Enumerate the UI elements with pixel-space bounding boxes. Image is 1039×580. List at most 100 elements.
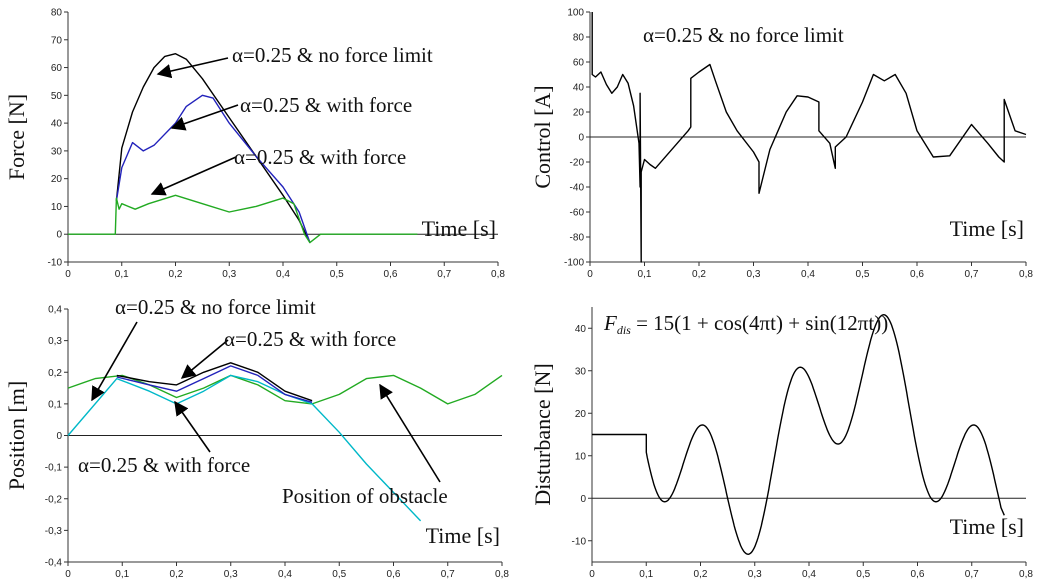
x-tick-label: 0,3 [222, 269, 236, 280]
x-tick-label: 0,3 [224, 569, 238, 580]
y-tick-label: 40 [51, 119, 63, 130]
formula-rhs: = 15(1 + cos(4πt) + sin(12πt)) [631, 311, 888, 335]
y-tick-label: 70 [51, 35, 63, 46]
annotation-arrow [174, 400, 211, 453]
y-tick-label: 0,3 [48, 336, 62, 347]
annotation-arrow [379, 383, 441, 483]
annotation-text: α=0.25 & no force limit [643, 23, 844, 47]
x-tick-label: 0,5 [856, 569, 870, 580]
y-tick-label: 20 [51, 174, 63, 185]
annotation-text: Position of obstacle [282, 484, 448, 508]
x-tick-label: 0,7 [437, 269, 451, 280]
x-tick-label: 0,5 [332, 569, 346, 580]
force-chart: 0 0,1 0,2 0,3 0,4 0,5 0,6 0,7 0,8-10010203040506… [4, 8, 505, 281]
formula-text: Fdis = 15(1 + cos(4πt) + sin(12πt)) [603, 311, 888, 337]
x-tick-label: 0,2 [694, 569, 708, 580]
y-tick-label: 40 [575, 324, 587, 335]
disturbance-chart: 0 0,1 0,2 0,3 0,4 0,5 0,6 0,7 0,8 -10 0 10 20 30 40 Dis… [530, 307, 1033, 580]
x-tick-label: 0,6 [910, 269, 924, 280]
y-tick-label: 20 [575, 409, 587, 420]
y-tick-label: 0 [56, 431, 62, 442]
x-tick-label: 0,4 [276, 269, 290, 280]
x-axis-label: Time [s] [426, 523, 500, 548]
series-line [115, 53, 311, 243]
x-tick-label: 0,5 [330, 269, 344, 280]
x-tick-label: 0,6 [387, 569, 401, 580]
y-tick-label: 60 [51, 63, 63, 74]
y-tick-label: -10 [572, 536, 587, 547]
annotation-text: α=0.25 & with force [240, 93, 412, 117]
y-tick-label: 80 [573, 33, 585, 44]
control-chart: 0 0,1 0,2 0,3 0,4 0,5 0,6 0,7 0,8 -100 -80 -60 -40 -2… [530, 8, 1033, 281]
annotation-arrow [91, 321, 138, 402]
y-axis-label: Position [m] [4, 381, 29, 490]
y-tick-label: 30 [575, 366, 587, 377]
x-tick-label: 0,2 [170, 569, 184, 580]
x-tick-label: 0,1 [115, 569, 129, 580]
y-tick-label: 0 [56, 230, 62, 241]
y-tick-label: 0,4 [48, 305, 62, 316]
annotation-text: α=0.25 & no force limit [232, 43, 433, 67]
x-tick-label: 0 [65, 269, 71, 280]
formula-lhs: F [603, 311, 617, 335]
x-axis-label: Time [s] [950, 514, 1024, 539]
x-tick-label: 0,8 [495, 569, 509, 580]
y-tick-label: 10 [51, 202, 63, 213]
x-tick-label: 0 [587, 269, 593, 280]
x-tick-label: 0 [65, 569, 71, 580]
x-tick-label: 0,3 [748, 569, 762, 580]
x-tick-label: 0,1 [115, 269, 129, 280]
x-tick-label: 0,2 [169, 269, 183, 280]
y-tick-label: 0 [578, 133, 584, 144]
y-tick-label: 0 [580, 494, 586, 505]
x-tick-label: 0,6 [911, 569, 925, 580]
y-tick-label: -60 [570, 208, 585, 219]
annotation-arrow [150, 156, 237, 196]
x-tick-label: 0,1 [638, 269, 652, 280]
x-tick-label: 0,4 [802, 569, 816, 580]
x-tick-label: 0,5 [856, 269, 870, 280]
x-tick-label: 0,7 [441, 569, 455, 580]
y-tick-label: -0,4 [45, 558, 63, 569]
position-chart: 0 0,1 0,2 0,3 0,4 0,5 0,6 0,7 0,8 -0,4 -0,3 -0,2 -0,… [4, 295, 509, 580]
x-tick-label: 0,4 [801, 269, 815, 280]
y-axis-label: Control [A] [530, 85, 555, 188]
formula-sub: dis [617, 323, 631, 337]
y-tick-label: -10 [48, 258, 63, 269]
x-tick-label: 0,7 [965, 269, 979, 280]
y-tick-label: -0,2 [45, 494, 63, 505]
y-tick-label: 0,1 [48, 399, 62, 410]
y-axis-label: Disturbance [N] [530, 363, 555, 505]
y-tick-label: -0,3 [45, 526, 63, 537]
annotation-arrow [170, 104, 239, 131]
y-tick-label: 80 [51, 8, 63, 19]
y-tick-label: -20 [570, 158, 585, 169]
y-axis-label: Force [N] [4, 94, 29, 180]
x-axis-label: Time [s] [422, 216, 496, 241]
annotation-text: α=0.25 & no force limit [115, 295, 316, 319]
annotation-arrow [180, 339, 229, 379]
y-tick-label: -40 [570, 183, 585, 194]
x-tick-label: 0,8 [1019, 269, 1033, 280]
x-tick-label: 0,7 [965, 569, 979, 580]
series-line [67, 374, 503, 405]
series-line [115, 94, 311, 243]
y-tick-label: -0,1 [45, 463, 63, 474]
x-tick-label: 0,8 [1019, 569, 1033, 580]
series-line [592, 314, 1005, 555]
x-tick-label: 0,1 [639, 569, 653, 580]
y-tick-label: -100 [564, 258, 584, 269]
series-line [68, 194, 418, 244]
y-tick-label: 0,2 [48, 368, 62, 379]
x-tick-label: 0 [589, 569, 595, 580]
x-tick-label: 0,6 [384, 269, 398, 280]
y-tick-label: 40 [573, 83, 585, 94]
y-tick-label: 100 [567, 8, 584, 19]
y-tick-label: 50 [51, 91, 63, 102]
series-line [591, 12, 1027, 263]
annotation-text: α=0.25 & with force [234, 145, 406, 169]
y-tick-label: 20 [573, 108, 585, 119]
x-axis-label: Time [s] [950, 216, 1024, 241]
y-tick-label: 10 [575, 451, 587, 462]
